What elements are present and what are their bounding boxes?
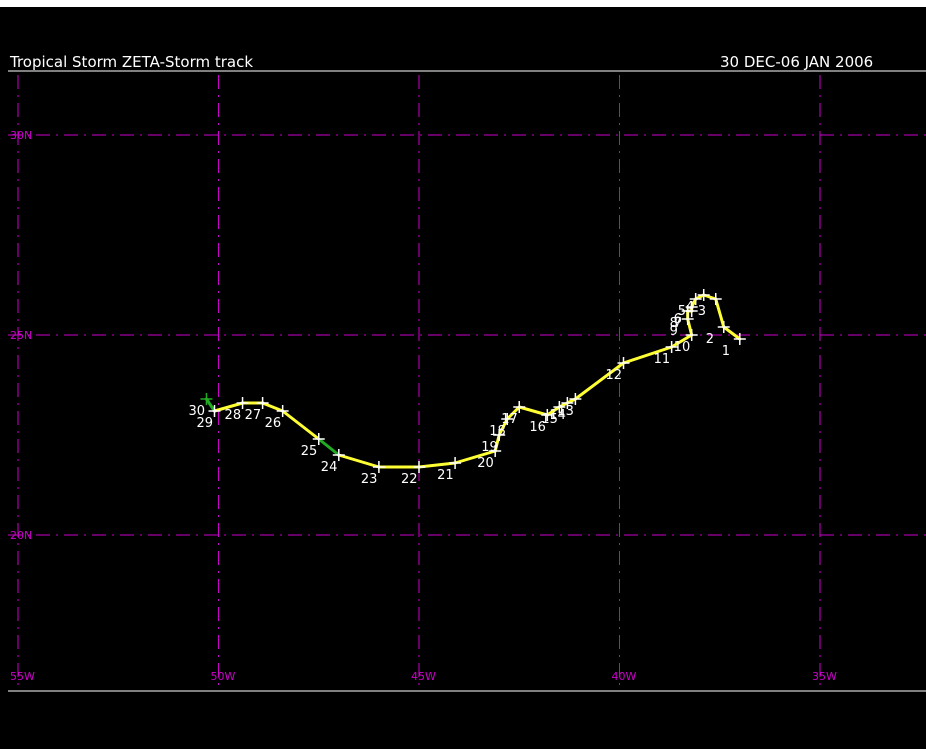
- track-point-label: 19: [481, 440, 498, 455]
- track-point-label: 12: [606, 368, 623, 383]
- latitude-label: 30N: [10, 129, 32, 142]
- track-point-marker: [501, 413, 514, 425]
- track-point-label: 20: [477, 456, 494, 471]
- track-segment: [714, 297, 726, 329]
- track-point-label: 11: [654, 352, 671, 367]
- track-segment: [337, 453, 381, 469]
- track-point-marker: [513, 401, 526, 413]
- track-point-marker: [236, 397, 249, 409]
- track-point-marker: [372, 461, 385, 473]
- track-segment: [505, 405, 521, 421]
- track-point-label: 13: [557, 404, 574, 419]
- track-point-marker: [276, 405, 289, 417]
- track-point-label: 15: [541, 412, 558, 427]
- track-point-marker: [553, 401, 566, 413]
- track-point-marker: [413, 461, 425, 473]
- track-point-label: 7: [674, 316, 682, 331]
- track-point-marker: [569, 393, 582, 405]
- track-segment: [453, 449, 497, 465]
- storm-track: [204, 293, 742, 469]
- track-point-label: 16: [529, 420, 546, 435]
- track-point-label: 10: [674, 340, 691, 355]
- latitude-label: 20N: [10, 529, 32, 542]
- longitude-label: 55W: [10, 670, 35, 683]
- track-segment: [212, 401, 245, 413]
- track-point-marker: [200, 393, 213, 405]
- track-point-label: 21: [437, 468, 454, 483]
- track-point-marker: [256, 397, 269, 409]
- track-point-marker: [709, 293, 722, 305]
- track-point-label: 26: [265, 416, 282, 431]
- track-segment: [545, 405, 561, 417]
- track-segment: [670, 333, 694, 349]
- track-point-label: 18: [489, 424, 506, 439]
- track-point-label: 28: [225, 408, 242, 423]
- track-point-marker: [449, 457, 462, 469]
- graticule: 55W 50W 45W 40W 35W 20N 25N 30N: [8, 75, 926, 687]
- track-point-label: 17: [501, 412, 518, 427]
- track-point-label: 3: [698, 304, 706, 319]
- track-point-label: 23: [361, 472, 378, 487]
- track-segment: [281, 409, 321, 441]
- track-point-label: 2: [706, 332, 714, 347]
- track-point-label: 25: [301, 444, 318, 459]
- track-point-label: 22: [401, 472, 418, 487]
- longitude-label: 40W: [612, 670, 637, 683]
- track-segment: [261, 401, 285, 413]
- track-point-marker: [493, 429, 506, 441]
- track-point-label: 5: [678, 304, 686, 319]
- track-point-marker: [208, 405, 221, 417]
- track-point-marker: [665, 341, 678, 353]
- track-point-label: 24: [321, 460, 338, 475]
- longitude-label: 50W: [211, 670, 236, 683]
- track-point-marker: [489, 445, 502, 457]
- track-point-marker: [685, 329, 698, 341]
- track-point-marker: [332, 449, 345, 461]
- track-segment: [573, 361, 626, 401]
- track-point-marker: [561, 397, 574, 409]
- map-panel: 55W 50W 45W 40W 35W 20N 25N 30N 1 2 3 4 5 6 7 8 9 10 11 12…: [0, 7, 926, 749]
- track-point-label: 29: [196, 416, 213, 431]
- track-point-labels: 1234567891011121314151617181920212223242…: [188, 300, 730, 487]
- track-point-marker: [312, 433, 325, 445]
- track-point-marker: [681, 313, 694, 325]
- track-segment: [517, 405, 549, 417]
- track-segment: [417, 461, 457, 469]
- track-segment: [722, 325, 742, 341]
- latitude-label: 25N: [10, 329, 32, 342]
- track-segment: [497, 417, 509, 437]
- longitude-label: 35W: [812, 670, 837, 683]
- map-title: Tropical Storm ZETA-Storm track: [9, 53, 253, 71]
- track-point-marker: [717, 321, 730, 333]
- track-point-label: 1: [722, 344, 730, 359]
- track-segment: [204, 397, 216, 413]
- track-point-label: 27: [245, 408, 262, 423]
- track-point-label: 30: [188, 404, 205, 419]
- date-range: 30 DEC-06 JAN 2006: [720, 53, 873, 71]
- track-point-marker: [541, 409, 554, 421]
- track-point-marker: [697, 289, 710, 301]
- track-point-label: 6: [674, 312, 682, 327]
- track-markers: [200, 289, 746, 473]
- track-point-marker: [733, 333, 746, 345]
- track-point-label: 4: [686, 300, 694, 315]
- track-point-marker: [617, 357, 630, 369]
- track-point-label: 8: [670, 316, 678, 331]
- track-segment: [317, 437, 341, 457]
- track-point-label: 9: [670, 324, 678, 339]
- track-point-marker: [689, 293, 702, 305]
- track-point-label: 14: [549, 408, 566, 423]
- track-segment: [622, 345, 674, 365]
- longitude-label: 45W: [411, 670, 436, 683]
